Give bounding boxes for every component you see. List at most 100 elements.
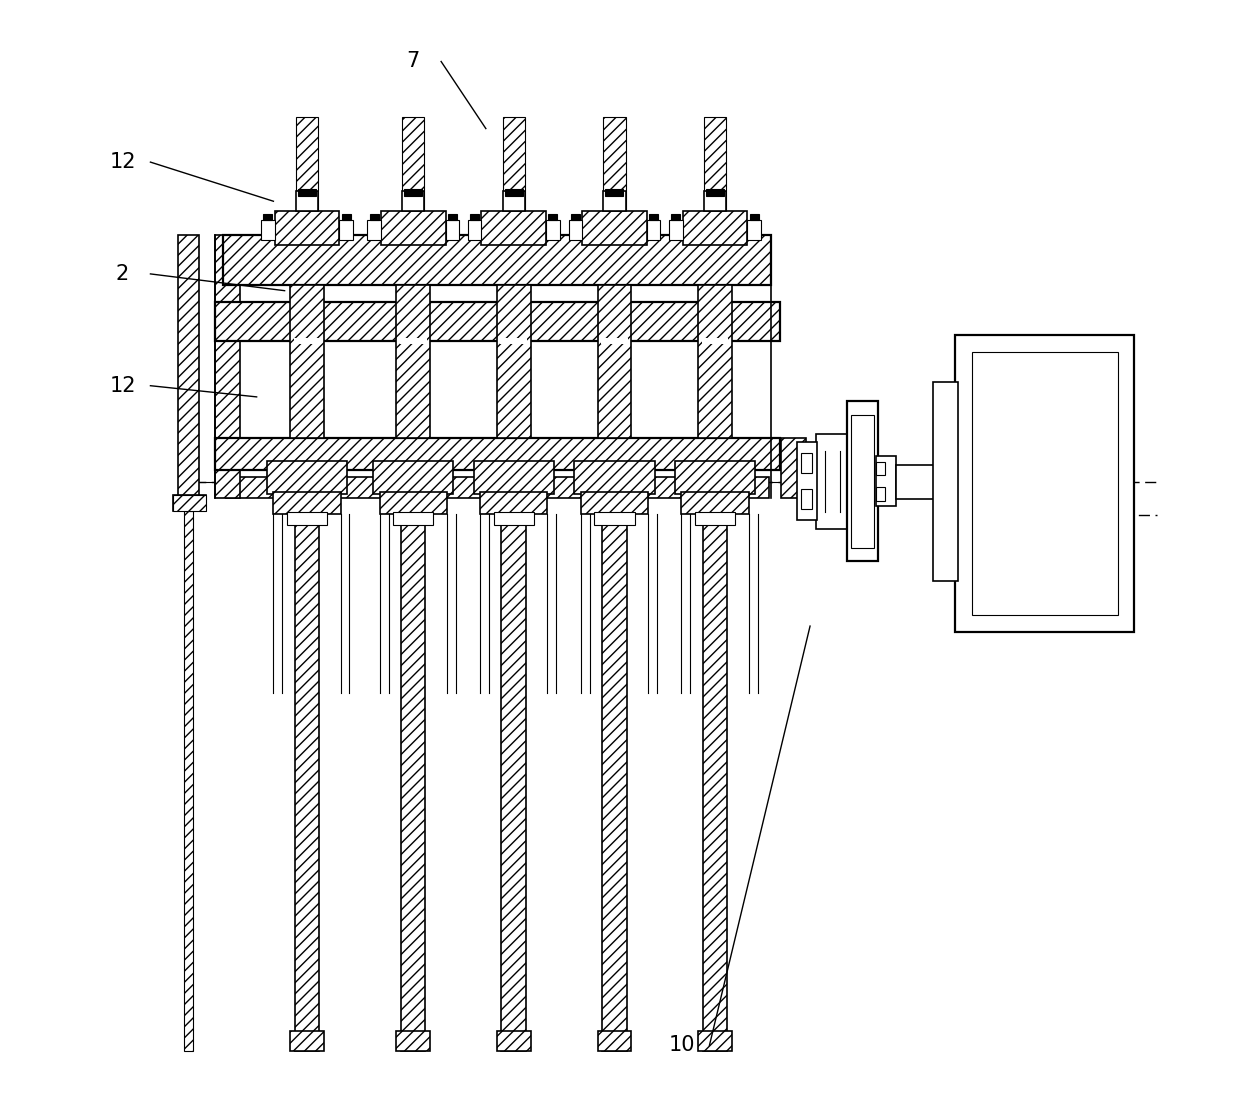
Bar bbox=[227, 477, 769, 498]
Text: 7: 7 bbox=[407, 51, 420, 72]
Bar bbox=[381, 211, 445, 245]
Bar bbox=[603, 191, 626, 211]
Bar bbox=[397, 285, 430, 438]
Bar bbox=[972, 352, 1117, 615]
Bar bbox=[494, 512, 534, 525]
Bar bbox=[501, 338, 527, 344]
Bar bbox=[955, 335, 1135, 632]
Bar bbox=[497, 1031, 531, 1051]
Bar bbox=[670, 220, 682, 240]
Bar bbox=[370, 214, 378, 220]
Bar bbox=[502, 191, 525, 211]
Bar bbox=[801, 489, 812, 509]
Bar bbox=[682, 211, 748, 245]
Bar bbox=[748, 220, 761, 240]
Text: 2: 2 bbox=[115, 264, 129, 284]
Bar bbox=[184, 511, 193, 1051]
Bar bbox=[402, 117, 424, 235]
Bar bbox=[402, 191, 424, 211]
Bar bbox=[570, 214, 580, 220]
Bar bbox=[216, 302, 780, 341]
Bar bbox=[649, 214, 658, 220]
Bar bbox=[816, 434, 849, 529]
Bar bbox=[445, 220, 459, 240]
Bar bbox=[703, 525, 728, 1051]
Bar bbox=[298, 189, 316, 196]
Bar bbox=[897, 465, 955, 499]
Bar bbox=[474, 461, 554, 494]
Bar bbox=[546, 220, 559, 240]
Bar bbox=[932, 382, 957, 581]
Bar bbox=[296, 117, 319, 235]
Bar bbox=[373, 461, 454, 494]
Bar bbox=[598, 285, 631, 438]
Bar bbox=[470, 214, 479, 220]
Bar bbox=[781, 438, 806, 498]
Bar bbox=[603, 525, 626, 1051]
Bar bbox=[295, 525, 319, 1051]
Bar bbox=[172, 495, 206, 511]
Bar bbox=[340, 220, 353, 240]
Bar bbox=[847, 401, 878, 561]
Bar bbox=[875, 456, 897, 506]
Bar bbox=[481, 211, 546, 245]
Bar bbox=[274, 211, 340, 245]
Bar bbox=[548, 214, 558, 220]
Bar bbox=[290, 1031, 324, 1051]
Bar bbox=[341, 214, 351, 220]
Bar bbox=[367, 220, 381, 240]
Bar bbox=[603, 117, 626, 235]
Bar bbox=[852, 415, 874, 548]
Bar bbox=[397, 1031, 430, 1051]
Bar bbox=[294, 338, 320, 344]
Text: 10: 10 bbox=[668, 1035, 694, 1055]
Bar bbox=[694, 512, 735, 525]
Bar bbox=[750, 214, 759, 220]
Bar bbox=[267, 461, 347, 494]
Bar bbox=[262, 220, 274, 240]
Bar bbox=[480, 492, 547, 514]
Bar bbox=[605, 189, 624, 196]
Bar bbox=[172, 495, 206, 511]
Bar bbox=[582, 211, 647, 245]
Text: 12: 12 bbox=[109, 376, 135, 396]
Bar bbox=[796, 442, 817, 520]
Bar bbox=[704, 117, 727, 235]
Bar bbox=[671, 214, 681, 220]
Bar bbox=[216, 235, 239, 498]
Bar bbox=[704, 191, 727, 211]
Bar bbox=[501, 525, 526, 1051]
Bar bbox=[598, 1031, 631, 1051]
Bar bbox=[698, 285, 732, 438]
Bar bbox=[682, 492, 749, 514]
Bar bbox=[263, 214, 273, 220]
Bar bbox=[706, 189, 724, 196]
Bar bbox=[574, 461, 655, 494]
Bar bbox=[801, 453, 812, 473]
Text: 12: 12 bbox=[109, 152, 135, 172]
Bar bbox=[379, 492, 446, 514]
Bar bbox=[448, 214, 456, 220]
Bar bbox=[223, 235, 771, 285]
Bar bbox=[401, 525, 425, 1051]
Bar bbox=[216, 438, 780, 470]
Bar bbox=[594, 512, 635, 525]
Bar bbox=[296, 191, 319, 211]
Bar bbox=[399, 338, 427, 344]
Bar bbox=[179, 235, 198, 498]
Bar bbox=[875, 462, 885, 475]
Bar bbox=[702, 338, 728, 344]
Bar bbox=[580, 492, 649, 514]
Bar bbox=[393, 512, 433, 525]
Bar bbox=[290, 285, 324, 438]
Bar bbox=[569, 220, 582, 240]
Bar bbox=[502, 117, 525, 235]
Bar bbox=[404, 189, 422, 196]
Bar bbox=[698, 1031, 732, 1051]
Bar bbox=[467, 220, 481, 240]
Bar bbox=[273, 492, 341, 514]
Bar bbox=[497, 285, 531, 438]
Bar bbox=[675, 461, 755, 494]
Bar bbox=[505, 189, 523, 196]
Bar bbox=[286, 512, 327, 525]
